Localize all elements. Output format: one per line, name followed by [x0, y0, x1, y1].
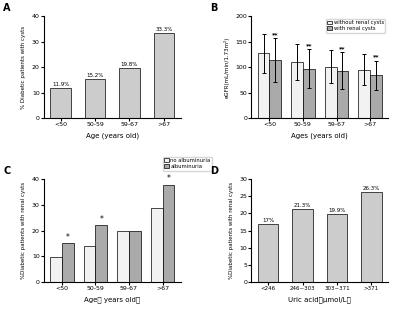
Text: **: ** — [373, 54, 379, 60]
Bar — [117, 230, 129, 282]
Bar — [336, 71, 348, 118]
Bar — [258, 53, 270, 118]
Text: B: B — [210, 3, 218, 13]
Text: 26.3%: 26.3% — [363, 186, 380, 191]
Text: 15.2%: 15.2% — [86, 73, 104, 78]
Bar — [85, 79, 105, 118]
Bar — [270, 60, 281, 118]
Bar — [370, 75, 382, 118]
Bar — [361, 192, 382, 282]
Legend: no albuminuria, albuminuria: no albuminuria, albuminuria — [162, 156, 212, 171]
Bar — [258, 224, 278, 282]
Y-axis label: %Diabetic patients with renal cysts: %Diabetic patients with renal cysts — [229, 182, 234, 279]
Bar — [84, 246, 96, 282]
Text: *: * — [66, 233, 70, 242]
Y-axis label: % Diabetic patients with cysts: % Diabetic patients with cysts — [22, 26, 26, 108]
Text: C: C — [3, 166, 10, 176]
Text: 11.9%: 11.9% — [52, 82, 69, 87]
Bar — [292, 209, 313, 282]
Bar — [303, 68, 315, 118]
Bar — [119, 68, 140, 118]
Bar — [358, 70, 370, 118]
Bar — [96, 225, 107, 282]
Bar — [154, 33, 174, 118]
Bar — [151, 208, 162, 282]
Text: **: ** — [339, 46, 346, 51]
Bar — [291, 62, 303, 118]
Bar — [62, 243, 74, 282]
Text: 33.3%: 33.3% — [155, 27, 173, 32]
Bar — [327, 214, 347, 282]
Legend: without renal cysts, with renal cysts: without renal cysts, with renal cysts — [326, 19, 385, 33]
Text: 19.8%: 19.8% — [121, 61, 138, 67]
Text: 17%: 17% — [262, 218, 274, 223]
Bar — [162, 185, 174, 282]
Text: D: D — [210, 166, 218, 176]
Text: *: * — [100, 215, 103, 224]
X-axis label: Uric acid（μmol/L）: Uric acid（μmol/L） — [288, 296, 351, 303]
Y-axis label: %Diabetic patients with renal cysts: %Diabetic patients with renal cysts — [22, 182, 26, 279]
Text: A: A — [3, 3, 10, 13]
Text: *: * — [166, 174, 170, 183]
Bar — [50, 257, 62, 282]
Y-axis label: eGFR(mL/min/1.73m²): eGFR(mL/min/1.73m²) — [224, 36, 230, 98]
X-axis label: Age (years old): Age (years old) — [86, 133, 139, 140]
Text: **: ** — [306, 43, 312, 48]
X-axis label: Ages (years old): Ages (years old) — [291, 133, 348, 140]
Bar — [325, 67, 336, 118]
Bar — [50, 88, 71, 118]
Bar — [129, 230, 141, 282]
X-axis label: Age（ years old）: Age（ years old） — [84, 296, 140, 303]
Text: **: ** — [272, 32, 278, 37]
Text: 21.3%: 21.3% — [294, 203, 311, 208]
Text: 19.9%: 19.9% — [328, 208, 346, 213]
